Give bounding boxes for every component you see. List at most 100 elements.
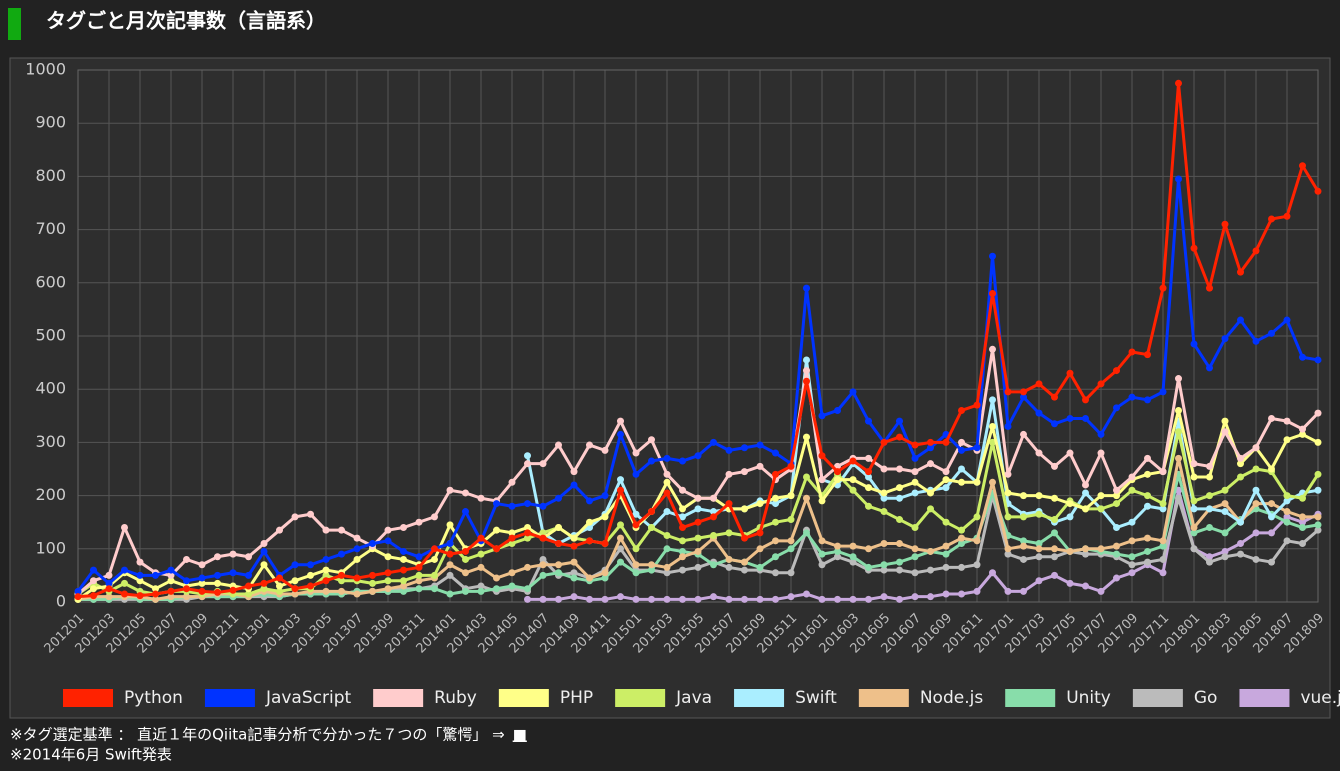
data-point [198,561,206,569]
data-point [632,449,640,457]
data-point [880,508,888,516]
data-point [1051,545,1058,553]
data-point [183,577,190,585]
data-point [710,494,717,502]
data-point [152,590,159,598]
data-point [973,478,981,486]
data-point [958,438,965,446]
data-point [648,524,655,532]
legend-swatch [615,689,666,707]
data-point [90,585,97,593]
chart-panel [9,57,1331,719]
data-point [927,547,934,555]
data-point [1221,547,1229,555]
data-point [632,561,640,569]
data-point [291,513,299,521]
data-point [183,555,190,563]
data-point [338,526,345,534]
data-point [570,574,578,582]
data-point [756,462,764,470]
data-point [896,417,903,425]
data-point [725,529,733,537]
data-point [431,513,438,521]
data-point [818,595,826,603]
data-point [1175,175,1182,183]
data-point [539,460,547,468]
data-point [338,587,345,595]
data-point [508,534,516,542]
data-point [958,465,965,473]
data-point [1268,500,1275,508]
data-point [384,569,392,577]
data-point [415,553,423,561]
data-point [1144,534,1151,542]
data-point [911,478,919,486]
data-point [787,462,795,470]
data-point [1159,388,1167,396]
data-point [865,468,872,476]
data-point [1082,414,1089,422]
data-point [849,388,857,396]
data-point [617,417,624,425]
data-point [896,494,903,502]
note-link[interactable]: ■ [513,726,527,744]
data-point [725,595,733,603]
data-point [787,516,795,524]
data-point [1237,539,1244,547]
data-point [152,595,159,603]
data-point [1082,505,1089,513]
data-point [1159,555,1167,563]
data-point [1144,454,1151,462]
y-tick-label: 100 [35,538,66,557]
data-point [539,555,547,563]
data-point [1113,492,1120,500]
data-point [663,454,671,462]
data-point [1097,545,1105,553]
data-point [1051,393,1058,401]
data-point [1128,348,1136,356]
y-tick-label: 0 [56,592,66,611]
data-point [570,534,578,542]
data-point [725,500,733,508]
data-point [260,579,268,587]
data-point [973,401,981,409]
data-point [911,489,919,497]
data-point [1128,518,1136,526]
data-point [555,494,562,502]
data-point [741,558,748,566]
data-point [291,561,299,569]
data-point [322,587,330,595]
data-point [1020,537,1027,545]
data-point [198,579,206,587]
data-point [415,571,423,579]
data-point [803,284,810,292]
data-point [849,542,857,550]
data-point [973,561,981,569]
data-point [632,545,640,553]
data-point [973,513,981,521]
data-point [183,593,190,601]
data-point [415,585,423,593]
data-point [400,524,407,532]
data-point [90,577,97,585]
data-point [1252,337,1260,345]
data-point [989,438,996,446]
data-point [1020,542,1027,550]
data-point [865,484,872,492]
data-point [787,492,795,500]
data-point [880,465,888,473]
data-point [1283,492,1291,500]
data-point [787,569,795,577]
data-point [260,547,268,555]
data-point [911,454,919,462]
data-point [1299,353,1306,361]
data-point [1020,587,1027,595]
data-point [818,476,826,484]
legend-swatch [1239,689,1290,707]
data-point [1268,513,1275,521]
data-point [462,555,469,563]
data-point [1066,579,1074,587]
data-point [1221,428,1229,436]
data-point [834,553,841,561]
data-point [291,577,299,585]
